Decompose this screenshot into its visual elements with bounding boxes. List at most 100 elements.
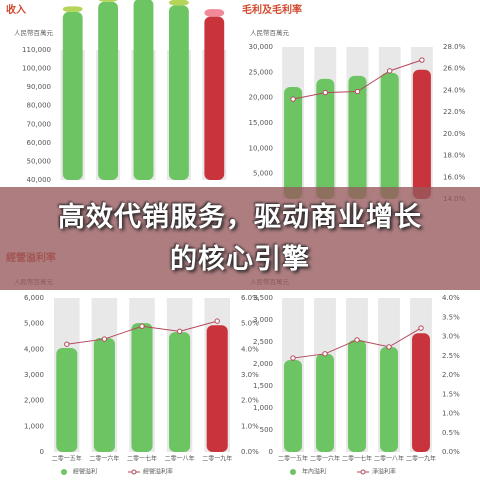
x-tick-label: 二零一五年 bbox=[52, 455, 82, 463]
tick-label: 2,000 bbox=[24, 397, 44, 405]
bar bbox=[204, 16, 225, 181]
line-point bbox=[139, 323, 145, 329]
bar bbox=[204, 9, 225, 17]
tick-label: 3.0% bbox=[241, 371, 259, 379]
tick-label: 0.5% bbox=[442, 429, 460, 437]
bar bbox=[412, 333, 430, 452]
tick-label: 18.0% bbox=[443, 152, 466, 160]
bar bbox=[93, 338, 115, 452]
tick-label: 16.0% bbox=[443, 173, 466, 181]
bar bbox=[168, 0, 189, 6]
unit-label: 人民幣百萬元 bbox=[14, 28, 54, 37]
banner-line: 的核心引擎 bbox=[170, 243, 310, 275]
x-tick-label: 二零一六年 bbox=[310, 455, 340, 463]
tick-label: 100,000 bbox=[22, 65, 51, 73]
bar bbox=[284, 87, 303, 199]
tick-label: 3,500 bbox=[253, 294, 273, 302]
tick-label: 0.0% bbox=[241, 448, 259, 456]
x-tick-label: 二零一五年 bbox=[278, 455, 308, 463]
bar bbox=[316, 353, 334, 452]
unit-label: 人民幣百萬元 bbox=[250, 28, 290, 37]
line-point bbox=[418, 325, 424, 331]
chart-title: 毛利及毛利率 bbox=[242, 3, 302, 16]
line-point bbox=[322, 89, 328, 96]
tick-label: 28.0% bbox=[443, 43, 466, 51]
legend-swatch bbox=[61, 469, 67, 475]
tick-label: 26.0% bbox=[443, 65, 466, 73]
bar bbox=[169, 332, 191, 452]
tick-label: 5,000 bbox=[253, 170, 273, 178]
tick-label: 2.0% bbox=[442, 371, 460, 379]
legend-label: 年內溢利 bbox=[302, 468, 326, 476]
bar bbox=[206, 325, 228, 452]
line-point bbox=[419, 57, 425, 63]
bar bbox=[380, 346, 398, 452]
tick-label: 6,000 bbox=[24, 294, 44, 302]
tick-label: 22.0% bbox=[443, 108, 466, 116]
bar bbox=[348, 75, 367, 199]
tick-label: 4,000 bbox=[24, 345, 44, 353]
tick-label: 30,000 bbox=[249, 43, 274, 51]
tick-label: 2,000 bbox=[253, 360, 273, 368]
tick-label: 3,000 bbox=[24, 371, 44, 379]
tick-label: 90,000 bbox=[27, 83, 52, 91]
tick-label: 25,000 bbox=[249, 68, 274, 76]
tick-label: 1.0% bbox=[442, 410, 460, 418]
tick-label: 1,000 bbox=[253, 404, 273, 412]
legend-label: 經營溢利 bbox=[73, 468, 97, 476]
line-point bbox=[387, 68, 393, 74]
legend-swatch bbox=[131, 469, 137, 475]
bar bbox=[348, 340, 366, 452]
tick-label: 40,000 bbox=[27, 176, 52, 184]
x-tick-label: 二零一九年 bbox=[202, 455, 232, 463]
legend-label: 淨溢利率 bbox=[372, 468, 396, 476]
tick-label: 2,500 bbox=[253, 338, 273, 346]
tick-label: 3.5% bbox=[442, 313, 460, 321]
line-point bbox=[354, 88, 361, 95]
bar bbox=[62, 11, 83, 180]
tick-label: 2.5% bbox=[442, 352, 460, 360]
tick-label: 110,000 bbox=[22, 46, 51, 54]
line-point bbox=[101, 336, 108, 342]
tick-label: 20,000 bbox=[249, 94, 274, 102]
x-tick-label: 二零一六年 bbox=[89, 455, 119, 463]
line-point bbox=[290, 355, 296, 361]
bar bbox=[62, 6, 83, 12]
line-point bbox=[64, 341, 70, 347]
bar bbox=[56, 348, 78, 452]
tick-label: 1.5% bbox=[442, 390, 460, 398]
tick-label: 3,000 bbox=[253, 316, 273, 324]
legend-swatch bbox=[360, 469, 366, 475]
bar bbox=[98, 1, 119, 181]
banner-line: 高效代销服务，驱动商业增长 bbox=[58, 201, 422, 233]
line-point bbox=[386, 344, 392, 350]
bar bbox=[98, 0, 118, 2]
tick-label: 6.0% bbox=[241, 294, 259, 302]
tick-label: 0.0% bbox=[442, 448, 460, 456]
tick-label: 15,000 bbox=[249, 119, 274, 127]
line-point bbox=[214, 318, 220, 324]
legend-swatch bbox=[290, 469, 296, 475]
bar bbox=[380, 72, 399, 199]
banner: 高效代销服务，驱动商业增长 的核心引擎 bbox=[0, 187, 480, 290]
bar bbox=[284, 360, 302, 452]
tick-label: 1,000 bbox=[24, 422, 44, 430]
tick-label: 1,500 bbox=[253, 382, 273, 390]
tick-label: 500 bbox=[260, 426, 273, 434]
line-point bbox=[354, 337, 360, 343]
bar bbox=[131, 323, 153, 452]
tick-label: 5,000 bbox=[24, 320, 44, 328]
tick-label: 0 bbox=[269, 448, 273, 456]
tick-label: 5.0% bbox=[241, 320, 259, 328]
x-tick-label: 二零一七年 bbox=[342, 455, 372, 463]
tick-label: 24.0% bbox=[443, 86, 466, 94]
tick-label: 60,000 bbox=[27, 139, 52, 147]
bar bbox=[168, 5, 189, 180]
line-point bbox=[322, 351, 328, 357]
tick-label: 1.0% bbox=[241, 422, 259, 430]
tick-label: 2.0% bbox=[241, 397, 259, 405]
tick-label: 80,000 bbox=[27, 102, 52, 110]
x-tick-label: 二零一九年 bbox=[406, 455, 436, 463]
bar bbox=[412, 69, 431, 199]
